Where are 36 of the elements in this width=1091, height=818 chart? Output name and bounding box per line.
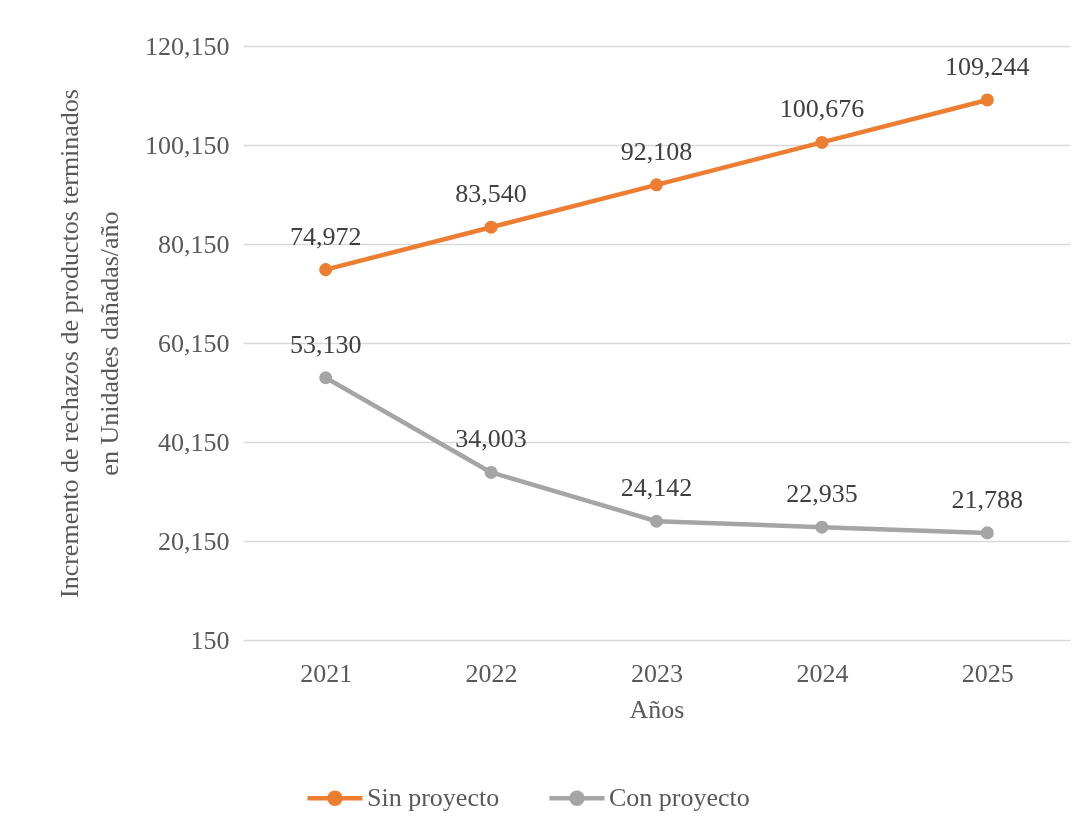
y-tick-label: 150: [190, 625, 230, 655]
x-axis-title: Años: [629, 694, 685, 724]
x-tick-label: 2024: [796, 658, 849, 688]
point: [484, 465, 498, 479]
data-label: 100,676: [779, 94, 865, 124]
data-label: 53,130: [289, 329, 362, 359]
data-label: 109,244: [945, 51, 1030, 81]
y-axis-title: Incremento de rechazos de productos terminados en Unidades dañadas/año: [55, 89, 124, 598]
data-label: 74,972: [289, 221, 362, 251]
point: [815, 520, 829, 534]
x-tick-label: 2025: [961, 658, 1014, 688]
y-tick-label: 80,150: [158, 229, 230, 259]
y-tick-label: 60,150: [158, 328, 230, 358]
y-tick-label: 20,150: [158, 526, 230, 556]
point: [484, 220, 498, 234]
point: [980, 93, 994, 107]
data-label: 22,935: [786, 479, 858, 509]
point: [815, 135, 829, 149]
y-tick-label: 40,150: [158, 427, 230, 457]
y-tick-label: 120,150: [145, 31, 230, 61]
point: [319, 371, 333, 385]
data-label: 83,540: [455, 179, 527, 209]
point: [980, 526, 994, 540]
legend-label: Con proyecto: [609, 783, 750, 813]
point: [649, 178, 664, 192]
data-label: 24,142: [620, 473, 693, 503]
x-tick-label: 2022: [465, 658, 518, 688]
data-label: 92,108: [620, 136, 693, 166]
point: [649, 514, 664, 528]
point: [319, 263, 333, 277]
legend-label: Sin proyecto: [367, 783, 500, 813]
data-label: 34,003: [455, 424, 527, 454]
data-label: 21,788: [951, 484, 1024, 514]
x-tick-label: 2021: [300, 658, 353, 688]
x-tick-label: 2023: [631, 658, 683, 688]
y-tick-label: 100,150: [145, 130, 230, 160]
